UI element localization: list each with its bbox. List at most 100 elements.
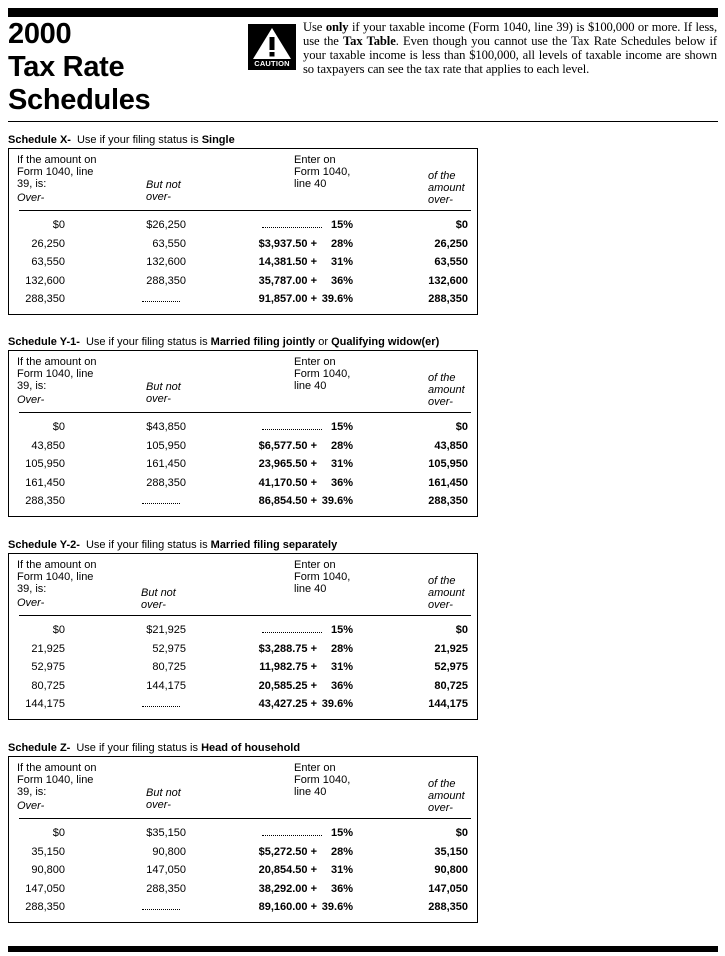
col-header: Over- — [17, 800, 45, 812]
cell: 105,950 — [146, 439, 186, 452]
notice-text: Tax Table — [343, 34, 396, 48]
cell: 21,925 — [434, 642, 468, 655]
dot-leader — [142, 706, 180, 708]
notice-text: . Even though you cannot use the Tax Rat… — [303, 34, 718, 76]
cell: 28% — [330, 237, 353, 250]
col-header: of the amount over- — [428, 372, 465, 408]
cell: 91,857.00 + — [258, 293, 317, 306]
cell: 38,292.00 + — [258, 882, 317, 895]
col-header: Enter on Form 1040, line 40 — [294, 356, 351, 392]
header-rule — [8, 121, 718, 122]
cell: 31% — [330, 661, 353, 674]
cell: 147,050 — [428, 882, 468, 895]
dot-leader — [262, 632, 322, 633]
caption-text: or — [315, 336, 332, 348]
cell: $0 — [52, 219, 65, 231]
cell: 161,450 — [146, 458, 186, 471]
caption-text: Use if your filing status is — [85, 336, 211, 348]
cell: 90,800 — [152, 845, 186, 858]
col-header: If the amount on Form 1040, line 39, is: — [17, 356, 97, 392]
cell: $0 — [455, 421, 468, 433]
cell: $21,925 — [146, 624, 186, 636]
cell: 288,350 — [428, 293, 468, 306]
col-header: Over- — [17, 192, 45, 204]
cell: 288,350 — [25, 901, 65, 914]
cell: 43,850 — [31, 439, 65, 452]
schedule-caption: Schedule Y-1- Use if your filing status i… — [8, 336, 439, 348]
cell: 36% — [330, 882, 353, 895]
notice-text: only — [325, 20, 349, 34]
caption-text: Head of household — [201, 742, 301, 754]
cell: 52,975 — [434, 661, 468, 674]
col-header: of the amount over- — [428, 170, 465, 206]
cell: 23,965.50 + — [258, 458, 317, 471]
cell: 288,350 — [25, 495, 65, 508]
dot-leader — [262, 835, 322, 836]
cell: 288,350 — [428, 495, 468, 508]
schedule-table: If the amount on Form 1040, line 39, is:… — [8, 350, 478, 517]
dot-leader — [262, 227, 322, 228]
cell: $26,250 — [146, 219, 186, 231]
schedule-table: If the amount on Form 1040, line 39, is:… — [8, 553, 478, 720]
cell: 41,170.50 + — [258, 476, 317, 489]
caption-text: Schedule Z- — [8, 742, 71, 754]
cell: 43,850 — [434, 439, 468, 452]
cell: 63,550 — [152, 237, 186, 250]
cell: 86,854.50 + — [258, 495, 317, 508]
caption-text: Use if your filing status is — [85, 539, 211, 551]
caption-text: Qualifying widow(er) — [331, 336, 440, 348]
cell: $0 — [52, 624, 65, 636]
cell: $3,288.75 + — [258, 642, 317, 655]
col-header: of the amount over- — [428, 778, 465, 814]
cell: 39.6% — [321, 293, 353, 306]
header-rule — [19, 818, 471, 819]
caption-text: Schedule Y-2- — [8, 539, 80, 551]
cell: 26,250 — [31, 237, 65, 250]
caption-text: Use if your filing status is — [76, 134, 202, 146]
cell: 147,050 — [25, 882, 65, 895]
col-header: Enter on Form 1040, line 40 — [294, 154, 351, 190]
header-rule — [19, 615, 471, 616]
cell: $6,577.50 + — [258, 439, 317, 452]
cell: 144,175 — [146, 679, 186, 692]
cell: 39.6% — [321, 901, 353, 914]
caption-text: Married filing jointly — [210, 336, 316, 348]
bottom-bar — [8, 946, 718, 952]
notice-text: Use — [303, 20, 326, 34]
col-header: Over- — [17, 394, 45, 406]
cell: 26,250 — [434, 237, 468, 250]
cell: $5,272.50 + — [258, 845, 317, 858]
warning-triangle — [253, 28, 291, 59]
cell: 147,050 — [146, 864, 186, 877]
cell: 144,175 — [428, 698, 468, 711]
cell: 15% — [330, 421, 353, 433]
cell: 35,150 — [434, 845, 468, 858]
cell: 39.6% — [321, 698, 353, 711]
cell: 36% — [330, 274, 353, 287]
cell: 14,381.50 + — [258, 256, 317, 269]
col-header: If the amount on Form 1040, line 39, is: — [17, 762, 97, 798]
title-line: Schedules — [8, 84, 151, 116]
title: 2000 Tax Rate Schedules — [8, 18, 151, 117]
cell: 105,950 — [428, 458, 468, 471]
schedule-table: If the amount on Form 1040, line 39, is:… — [8, 756, 478, 923]
col-header: If the amount on Form 1040, line 39, is: — [17, 559, 97, 595]
cell: 28% — [330, 845, 353, 858]
cell: 80,725 — [434, 679, 468, 692]
cell: 28% — [330, 439, 353, 452]
schedule-caption: Schedule Z- Use if your filing status is … — [8, 742, 300, 754]
caption-text: Schedule X- — [8, 134, 71, 146]
cell: 132,600 — [428, 274, 468, 287]
col-header: But not over- — [146, 381, 181, 405]
cell: 21,925 — [31, 642, 65, 655]
cell: 161,450 — [428, 476, 468, 489]
cell: $3,937.50 + — [258, 237, 317, 250]
cell: 132,600 — [25, 274, 65, 287]
notice: Use only if your taxable income (Form 10… — [303, 20, 717, 76]
cell: $0 — [52, 421, 65, 433]
cell: $0 — [52, 827, 65, 839]
header-rule — [19, 412, 471, 413]
cell: 31% — [330, 256, 353, 269]
dot-leader — [142, 503, 180, 505]
top-bar — [8, 8, 718, 17]
